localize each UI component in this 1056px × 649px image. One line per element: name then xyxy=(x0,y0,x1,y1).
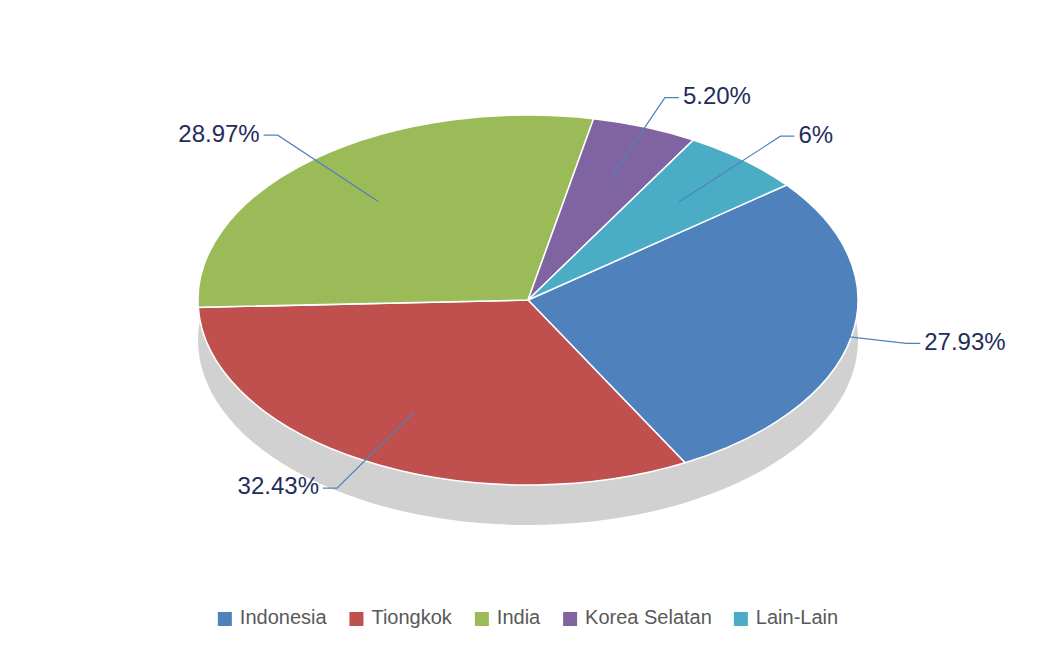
legend-label: India xyxy=(497,606,541,628)
legend-label: Indonesia xyxy=(240,606,328,628)
leader-line xyxy=(323,413,414,489)
leader-line xyxy=(264,135,379,201)
legend-item: Indonesia xyxy=(218,606,328,628)
pie xyxy=(198,115,858,485)
legend-item: Korea Selatan xyxy=(563,606,712,628)
legend-swatch xyxy=(349,612,363,626)
chart: 27.93% 32.43% 28.97% 5.20% 6% Indonesia Tiongk… xyxy=(0,0,1056,649)
legend-swatch xyxy=(218,612,232,626)
data-labels: 27.93% 32.43% 28.97% 5.20% 6% xyxy=(178,82,1005,499)
legend-label: Korea Selatan xyxy=(585,606,712,628)
legend-swatch xyxy=(734,612,748,626)
data-label: 32.43% xyxy=(238,472,319,499)
data-label: 27.93% xyxy=(924,328,1005,355)
legend-label: Tiongkok xyxy=(371,606,452,628)
legend-item: Tiongkok xyxy=(349,606,452,628)
data-label: 6% xyxy=(798,121,833,148)
legend-swatch xyxy=(563,612,577,626)
legend-swatch xyxy=(475,612,489,626)
legend-item: Lain-Lain xyxy=(734,606,838,628)
legend: Indonesia Tiongkok India Korea Selatan Lain-… xyxy=(218,606,838,628)
data-label: 28.97% xyxy=(178,120,259,147)
leader-line xyxy=(610,98,679,179)
data-label: 5.20% xyxy=(683,82,751,109)
leader-line xyxy=(754,326,920,343)
pie-slice xyxy=(198,300,685,485)
leader-line xyxy=(679,136,794,202)
pie-slice xyxy=(528,140,786,300)
legend-label: Lain-Lain xyxy=(756,606,838,628)
legend-item: India xyxy=(475,606,541,628)
